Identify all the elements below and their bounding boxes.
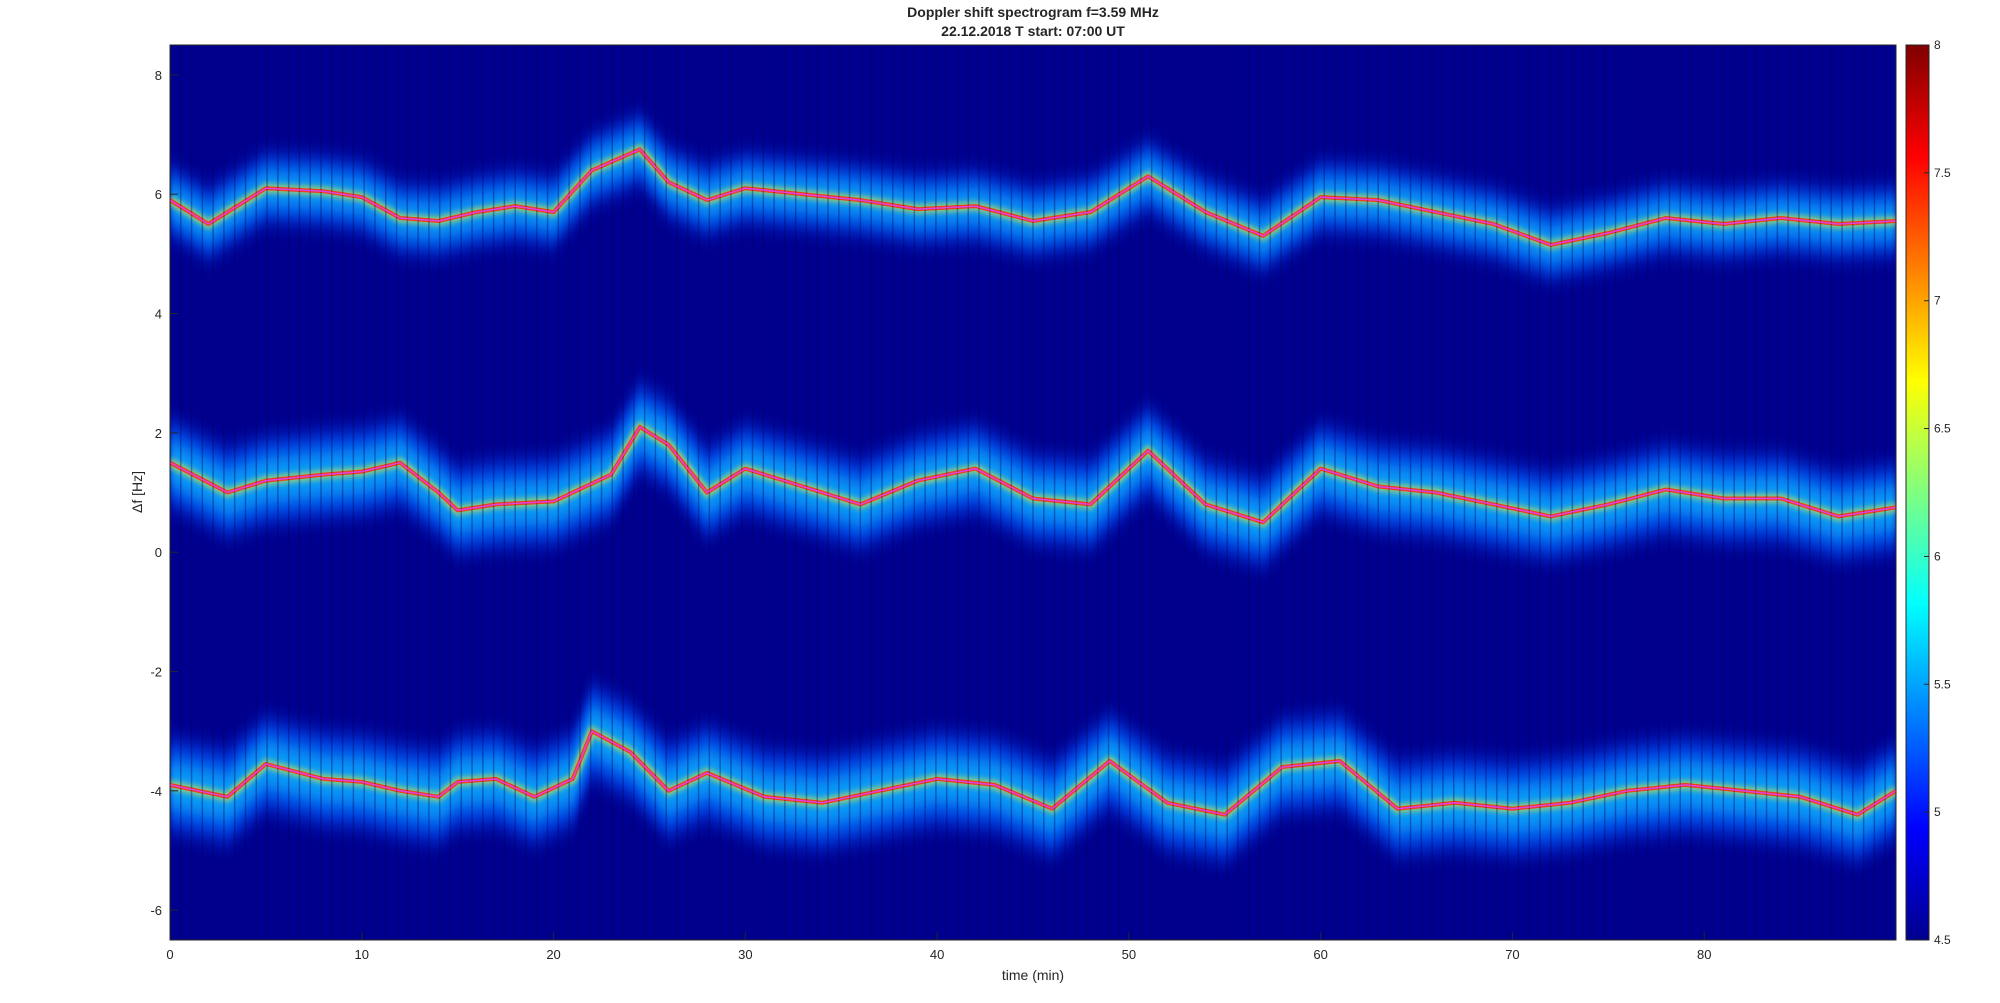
x-tick-label: 60 [1313, 947, 1327, 962]
y-axis: 8 6 4 2 0 -2 -4 -6 [150, 68, 178, 918]
colorbar-tick-label: 6 [1934, 549, 1941, 563]
band-inner-glow [170, 403, 1896, 546]
y-tick-label: 4 [155, 307, 162, 322]
trace-line-3 [170, 730, 1896, 816]
plot-frame [169, 44, 1897, 941]
trace-line-1 [170, 148, 1896, 246]
chart-subtitle: 22.12.2018 T start: 07:00 UT [941, 23, 1125, 39]
trace-line-2 [170, 426, 1896, 524]
colorbar-tick-label: 7.5 [1934, 166, 1951, 180]
colorbar-ticks: 8 7.5 7 6.5 6 5.5 5 4.5 [1924, 38, 1951, 947]
x-tick-label: 30 [738, 947, 752, 962]
x-tick-label: 70 [1505, 947, 1519, 962]
x-tick-label: 0 [166, 947, 173, 962]
y-tick-label: -6 [150, 903, 162, 918]
colorbar: 8 7.5 7 6.5 6 5.5 5 4.5 [1905, 38, 1951, 947]
colorbar-tick-label: 6.5 [1934, 422, 1951, 436]
y-tick-label: -2 [150, 665, 162, 680]
spectrogram-bands [170, 45, 1896, 940]
y-tick-label: 2 [155, 426, 162, 441]
x-tick-label: 40 [930, 947, 944, 962]
y-axis-label: Δf [Hz] [129, 471, 145, 513]
y-tick-label: -4 [150, 784, 162, 799]
x-axis-label: time (min) [1002, 967, 1064, 983]
colorbar-gradient [1905, 44, 1930, 941]
colorbar-tick-label: 8 [1934, 38, 1941, 52]
plot-area [169, 44, 1897, 941]
trace-lines [170, 148, 1896, 816]
colorbar-tick-label: 5 [1934, 805, 1941, 819]
x-tick-label: 80 [1697, 947, 1711, 962]
y-tick-label: 8 [155, 68, 162, 83]
x-tick-label: 50 [1122, 947, 1136, 962]
colorbar-tick-label: 5.5 [1934, 677, 1951, 691]
colorbar-tick-label: 7 [1934, 294, 1941, 308]
x-tick-label: 20 [546, 947, 560, 962]
x-axis: 0 10 20 30 40 50 60 70 80 [166, 932, 1711, 962]
colorbar-tick-label: 4.5 [1934, 933, 1951, 947]
chart-title: Doppler shift spectrogram f=3.59 MHz [907, 4, 1159, 20]
y-tick-label: 6 [155, 187, 162, 202]
x-tick-label: 10 [355, 947, 369, 962]
y-tick-label: 0 [155, 545, 162, 560]
